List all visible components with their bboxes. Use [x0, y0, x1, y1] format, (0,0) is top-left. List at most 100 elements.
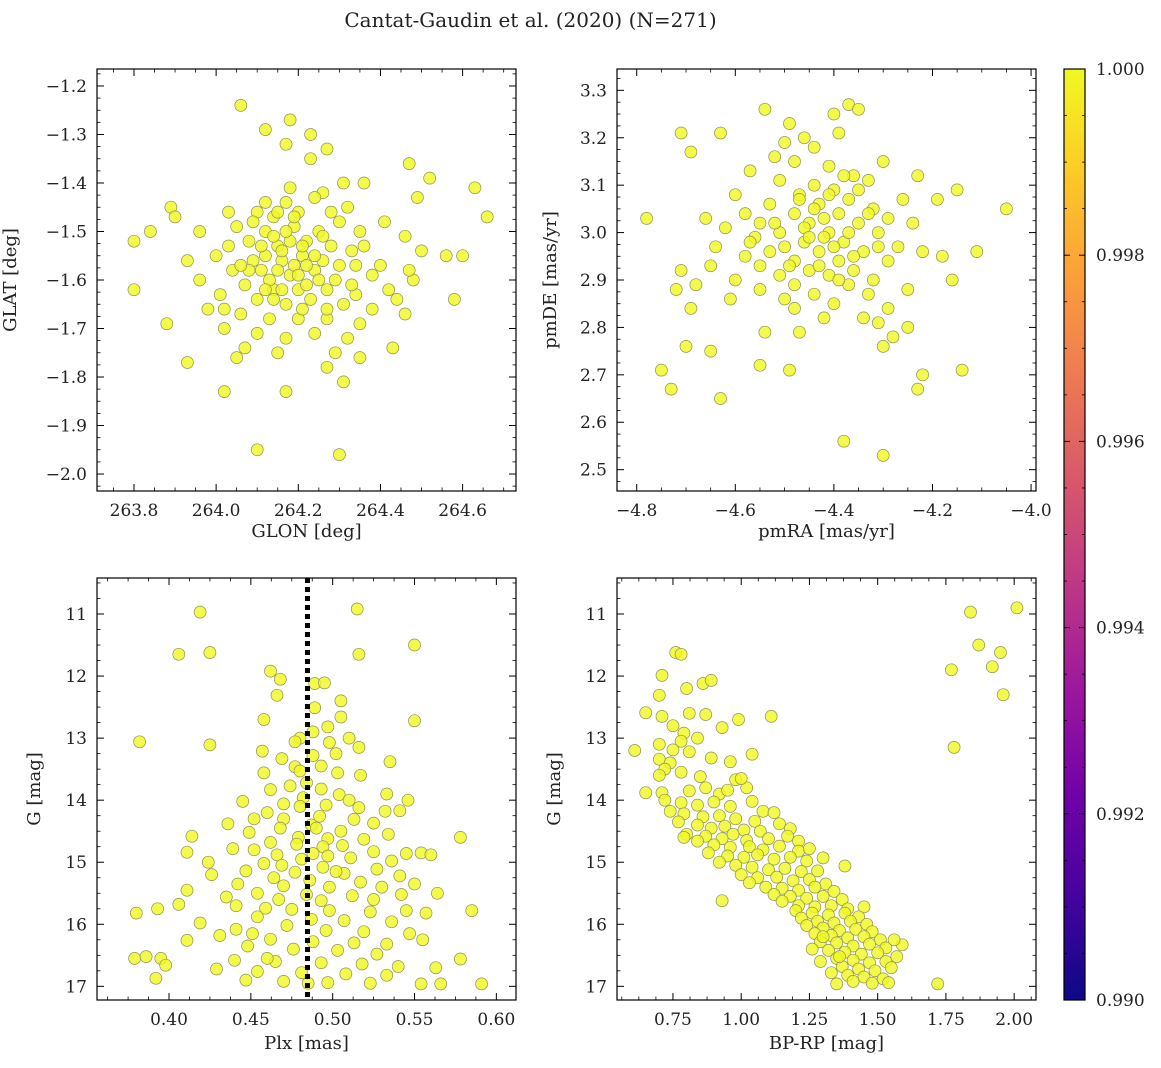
data-point	[257, 857, 271, 870]
data-point	[807, 140, 821, 154]
data-point	[800, 891, 814, 905]
data-point	[386, 341, 400, 355]
data-point	[267, 229, 280, 243]
data-point	[871, 316, 885, 330]
data-point	[852, 183, 865, 197]
data-point	[380, 968, 394, 982]
colorbar-tick-label: 0.990	[1096, 991, 1145, 1011]
data-point	[314, 782, 328, 796]
x-tick-label: 0.50	[314, 1010, 352, 1030]
data-point	[308, 191, 322, 204]
data-point	[773, 174, 787, 187]
data-point	[402, 157, 416, 170]
data-point	[709, 240, 722, 254]
data-point	[753, 283, 767, 296]
colorbar: 0.990 0.992 0.994 0.996 0.998 1.000	[1063, 60, 1145, 1011]
x-tick-label: −4.2	[912, 501, 953, 521]
data-point	[797, 131, 811, 145]
data-point	[882, 976, 895, 989]
data-point	[293, 764, 307, 778]
data-point	[128, 952, 141, 965]
data-point	[816, 851, 830, 865]
data-point	[378, 215, 391, 229]
data-point	[419, 906, 433, 920]
data-point	[865, 976, 879, 990]
data-point	[380, 787, 394, 801]
data-point	[837, 169, 851, 183]
data-point	[862, 174, 875, 187]
data-point	[768, 150, 782, 164]
data-point	[827, 107, 841, 121]
data-point	[279, 225, 293, 238]
data-point	[285, 903, 299, 916]
data-point	[328, 273, 342, 287]
data-point	[1010, 601, 1024, 615]
data-point	[833, 950, 846, 963]
data-point	[778, 240, 791, 254]
data-point	[753, 358, 767, 372]
data-point	[323, 736, 336, 749]
data-point	[931, 193, 944, 206]
data-point	[279, 297, 293, 311]
data-point	[788, 207, 801, 220]
scatter-points	[640, 98, 1013, 462]
data-point	[318, 676, 331, 690]
data-point	[242, 234, 256, 248]
data-point	[691, 834, 704, 848]
data-point	[213, 929, 227, 942]
y-tick-label: 3.3	[580, 81, 607, 101]
data-point	[713, 855, 726, 869]
x-tick-label: −4.6	[715, 501, 756, 521]
data-point	[824, 966, 838, 980]
data-point	[955, 363, 969, 377]
data-point	[180, 934, 194, 947]
data-point	[699, 708, 713, 721]
data-point	[260, 952, 274, 965]
data-point	[745, 860, 759, 874]
data-point	[172, 647, 186, 661]
data-point	[277, 879, 290, 893]
data-point	[805, 942, 819, 956]
data-point	[707, 795, 721, 809]
data-point	[295, 966, 308, 980]
data-point	[228, 953, 241, 967]
data-point	[257, 766, 271, 780]
data-point	[337, 914, 351, 927]
x-tick-label: −4.8	[616, 501, 657, 521]
data-point	[333, 448, 346, 461]
data-point	[399, 847, 413, 860]
data-point	[344, 851, 358, 865]
data-point	[331, 944, 344, 957]
data-point	[352, 801, 366, 814]
data-point	[273, 821, 287, 835]
data-point	[886, 330, 900, 344]
data-point	[773, 839, 786, 853]
data-point	[423, 171, 437, 185]
data-point	[314, 759, 328, 773]
data-point	[250, 327, 264, 340]
x-tick-label: 1.75	[927, 1010, 965, 1030]
scatter-points	[127, 99, 494, 461]
data-point	[431, 886, 444, 900]
data-point	[783, 259, 796, 273]
data-point	[352, 741, 366, 754]
data-point	[316, 860, 330, 874]
data-point	[319, 798, 333, 812]
data-point	[996, 688, 1010, 702]
data-point	[259, 901, 272, 915]
data-point	[756, 804, 770, 818]
data-point	[329, 865, 343, 878]
data-point	[714, 392, 727, 405]
data-point	[827, 240, 841, 254]
data-point	[347, 813, 361, 826]
x-tick-label: −4.0	[1010, 501, 1051, 521]
data-point	[213, 288, 227, 301]
data-point	[896, 193, 910, 206]
x-tick-label: 0.55	[396, 1010, 434, 1030]
data-point	[832, 254, 846, 268]
data-point	[306, 847, 320, 860]
data-point	[743, 164, 757, 178]
data-point	[639, 706, 653, 720]
data-point	[832, 273, 846, 287]
data-point	[429, 961, 443, 975]
